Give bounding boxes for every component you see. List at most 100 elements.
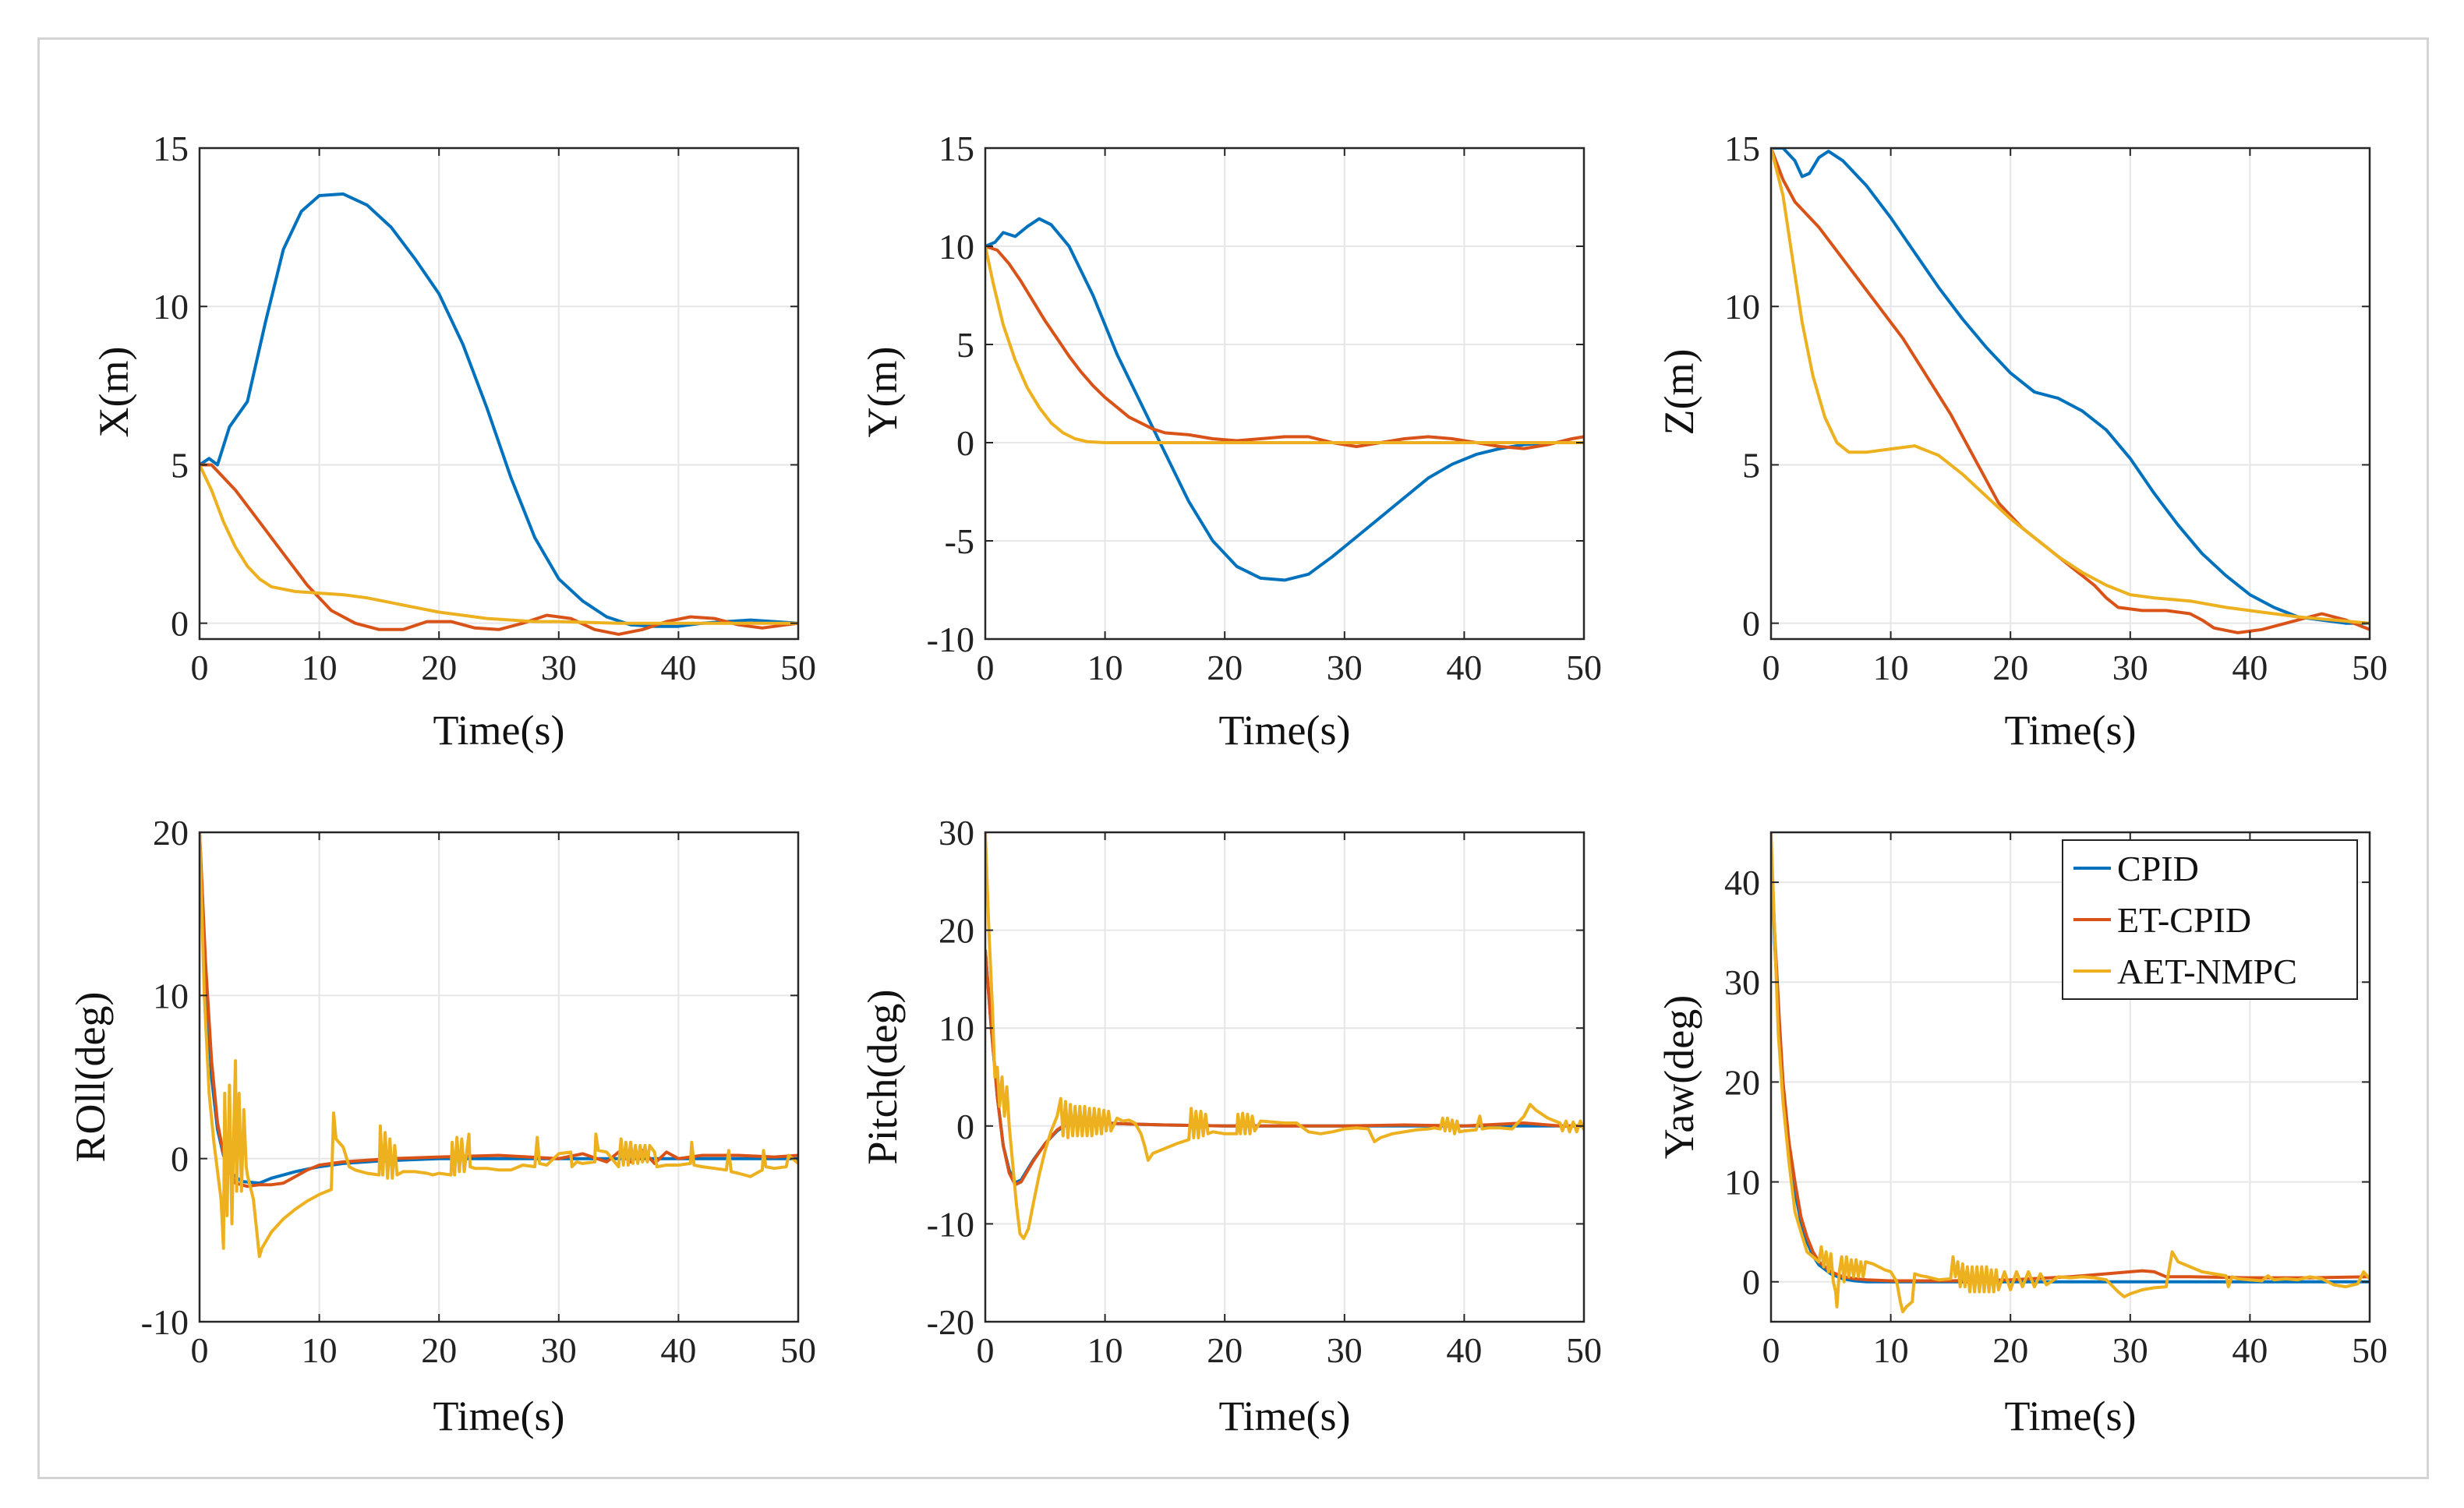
panel-x-position: 0 10 20 30 40 50 0 5 10 15 Time(s) X(m)	[90, 129, 816, 754]
series-line-cpid	[1771, 148, 2370, 625]
x-tick-label: 30	[1327, 648, 1363, 687]
x-tick-label: 40	[1446, 648, 1482, 687]
x-tick-label: 0	[191, 648, 209, 687]
plot-background	[1771, 148, 2370, 639]
xlabel: Time(s)	[2004, 707, 2136, 754]
ylabel: Yaw(deg)	[1656, 995, 1702, 1160]
plot-layer: 0 10 20 30 40 50 -20 -10 0 10 20 30	[927, 813, 1602, 1370]
y-tick-label: 10	[153, 976, 189, 1015]
xlabel: Time(s)	[2004, 1393, 2136, 1439]
y-tick-label: -10	[927, 1204, 974, 1244]
series-line-cpid	[200, 192, 798, 628]
x-tick-label: 40	[1446, 1330, 1482, 1370]
ylabel: ROll(deg)	[67, 992, 114, 1163]
y-tick-label: 10	[153, 287, 189, 327]
x-tick-label: 20	[1207, 1330, 1243, 1370]
legend-label-et-cpid: ET-CPID	[2117, 900, 2251, 940]
plot-background	[985, 148, 1584, 639]
x-tick-label: 10	[1873, 1330, 1909, 1370]
legend-label-aet-nmpc: AET-NMPC	[2117, 952, 2297, 991]
plot-background	[200, 832, 798, 1322]
x-tick-label: 10	[1873, 648, 1909, 687]
panel-pitch-angle: 0 10 20 30 40 50 -20 -10 0 10 20 30 Time(s) Pitch(d…	[859, 813, 1602, 1439]
plot-layer: 0 10 20 30 40 50 0 5 10 15	[153, 129, 816, 687]
x-tick-label: 50	[780, 1330, 816, 1370]
series-line-cpid	[985, 217, 1584, 582]
y-tick-label: -5	[945, 521, 974, 561]
x-tick-label: 0	[1762, 648, 1780, 687]
x-tick-label: 20	[1207, 648, 1243, 687]
ylabel: X(m)	[90, 347, 137, 438]
legend-label-cpid: CPID	[2117, 849, 2199, 888]
y-tick-label: 5	[171, 445, 189, 485]
y-tick-label: 30	[1724, 962, 1760, 1002]
x-tick-label: 50	[2352, 1330, 2388, 1370]
series-line-aet-nmpc	[1771, 832, 2370, 1314]
axes-box	[198, 831, 800, 1323]
x-tick-label: 0	[191, 1330, 209, 1370]
axes-box	[984, 147, 1586, 641]
ylabel: Y(m)	[859, 347, 906, 438]
plot-layer: 0 10 20 30 40 50 -10 -5 0 5 10 15	[927, 129, 1602, 687]
y-tick-label: 5	[956, 325, 974, 365]
y-tick-label: 40	[1724, 863, 1760, 902]
x-tick-label: 20	[1992, 1330, 2028, 1370]
legend: CPID ET-CPID AET-NMPC	[2062, 839, 2358, 1000]
y-tick-label: 0	[171, 604, 189, 644]
x-tick-label: 50	[1566, 1330, 1602, 1370]
figure-frame	[37, 37, 2429, 1479]
x-tick-label: 40	[2232, 1330, 2268, 1370]
axes-box	[984, 831, 1586, 1323]
x-tick-label: 10	[1087, 648, 1123, 687]
y-tick-label: 20	[1724, 1062, 1760, 1102]
xlabel: Time(s)	[433, 707, 564, 754]
y-tick-label: 10	[939, 227, 974, 267]
panel-yaw-angle: 0 10 20 30 40 50 0 10 20 30 40 Time(s) Yaw(deg) CP…	[1656, 831, 2388, 1439]
x-tick-label: 30	[541, 1330, 577, 1370]
x-tick-label: 50	[780, 648, 816, 687]
y-tick-label: 10	[939, 1008, 974, 1048]
x-tick-label: 40	[660, 1330, 696, 1370]
y-tick-label: 15	[939, 129, 974, 168]
xlabel: Time(s)	[1218, 1393, 1350, 1439]
x-tick-label: 10	[302, 648, 338, 687]
x-tick-label: 30	[2112, 1330, 2148, 1370]
axes-box	[1769, 831, 2371, 1323]
x-tick-label: 40	[660, 648, 696, 687]
x-tick-label: 30	[1327, 1330, 1363, 1370]
y-tick-label: 20	[939, 911, 974, 951]
y-tick-label: -20	[927, 1302, 974, 1342]
y-tick-label: 5	[1742, 445, 1760, 485]
xlabel: Time(s)	[1218, 707, 1350, 754]
x-tick-label: 0	[977, 1330, 995, 1370]
y-tick-label: 0	[956, 1107, 974, 1146]
xlabel: Time(s)	[433, 1393, 564, 1439]
y-tick-label: 15	[1724, 129, 1760, 168]
y-tick-label: 30	[939, 813, 974, 853]
x-tick-label: 40	[2232, 648, 2268, 687]
x-tick-label: 0	[1762, 1330, 1780, 1370]
series-line-aet-nmpc	[200, 464, 798, 625]
x-tick-label: 20	[421, 648, 457, 687]
legend-box	[2062, 839, 2358, 1000]
y-tick-label: 0	[956, 423, 974, 463]
ylabel: Pitch(deg)	[859, 990, 906, 1165]
x-tick-label: 0	[977, 648, 995, 687]
x-tick-label: 10	[1087, 1330, 1123, 1370]
x-tick-label: 20	[421, 1330, 457, 1370]
y-tick-label: 10	[1724, 287, 1760, 327]
y-tick-label: 15	[153, 129, 189, 168]
plot-background	[985, 832, 1584, 1322]
series-line-aet-nmpc	[1771, 148, 2370, 625]
y-tick-label: 0	[1742, 1263, 1760, 1302]
series-line-et-cpid	[1771, 842, 2370, 1283]
y-tick-label: 10	[1724, 1163, 1760, 1203]
plot-background	[200, 148, 798, 639]
y-tick-label: 0	[1742, 604, 1760, 644]
ylabel: Z(m)	[1656, 349, 1702, 436]
axes-box	[198, 147, 800, 641]
x-tick-label: 50	[1566, 648, 1602, 687]
x-tick-label: 10	[302, 1330, 338, 1370]
